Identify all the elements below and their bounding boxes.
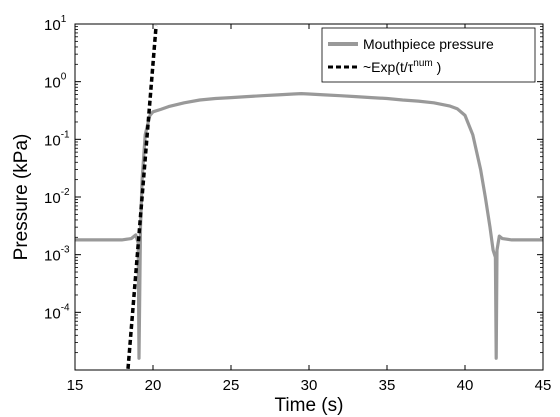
y-tick-label: 10-1: [44, 129, 70, 149]
y-tick-label: 10-3: [44, 245, 70, 265]
y-tick-label: 10-2: [44, 187, 70, 207]
legend: Mouthpiece pressure ~Exp(t/τnum ): [321, 27, 536, 83]
series-line-mouthpiece-pressure: [75, 91, 543, 360]
legend-label-mouthpiece-pressure: Mouthpiece pressure: [363, 36, 494, 52]
x-tick-label: 30: [301, 377, 318, 394]
x-axis-title: Time (s): [275, 395, 344, 416]
y-tick-label: 100: [44, 72, 67, 92]
x-tick-label: 25: [223, 377, 240, 394]
x-tick-label: 45: [535, 377, 552, 394]
x-tick-label: 40: [457, 377, 474, 394]
series-layer: [75, 25, 543, 369]
x-tick-label: 35: [379, 377, 396, 394]
y-tick-label: 10-4: [44, 302, 70, 322]
x-tick-label: 20: [145, 377, 162, 394]
legend-label-exp-fit-sup: num: [413, 58, 432, 69]
legend-label-exp-fit: ~Exp(t/τnum ): [363, 58, 441, 75]
y-axis-title: Pressure (kPa): [11, 134, 32, 261]
tick-layer: 15 20 25 30 35 40 45 101 100 10-1 10-2 10-3 10-4: [44, 14, 551, 394]
legend-label-exp-fit-main: ~Exp(t/τ: [363, 59, 414, 75]
series-line-exp-fit: [126, 25, 158, 369]
legend-label-exp-fit-tail: ): [433, 59, 442, 75]
x-tick-label: 15: [67, 377, 84, 394]
y-tick-label: 101: [44, 14, 67, 34]
legend-box: [321, 27, 536, 83]
plot-frame: [74, 23, 544, 371]
